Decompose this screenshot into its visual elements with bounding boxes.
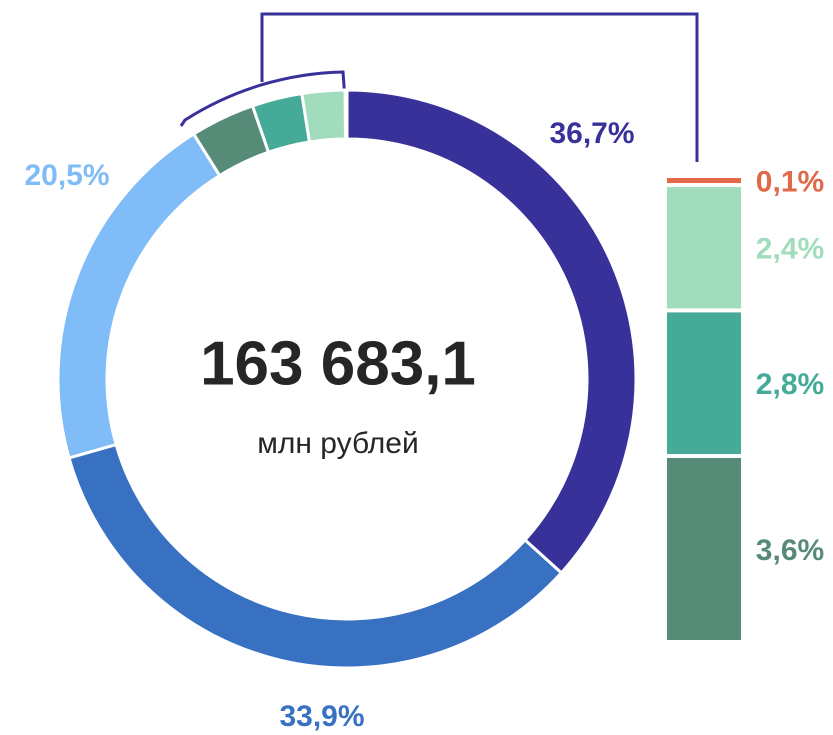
data-label: 0,1% [756, 165, 824, 198]
data-label: 36,7% [549, 117, 634, 150]
donut-segment [345, 88, 638, 575]
donut-segment [343, 88, 349, 141]
data-label: 20,5% [24, 159, 109, 192]
donut-segment [300, 88, 348, 144]
breakout-bar-segment [667, 187, 741, 309]
breakout-bracket [179, 70, 347, 127]
breakout-connector [260, 12, 699, 162]
data-label: 33,9% [279, 700, 364, 733]
center-label: млн рублей [257, 427, 419, 460]
breakout-bar-segment [667, 178, 741, 184]
donut-segment [67, 442, 564, 670]
breakout-bar-segment [667, 457, 741, 640]
data-label: 2,8% [756, 368, 824, 401]
breakout-bar-segment [667, 312, 741, 454]
data-label: 2,4% [756, 233, 824, 266]
data-label: 3,6% [756, 534, 824, 567]
center-value: 163 683,1 [200, 329, 476, 398]
